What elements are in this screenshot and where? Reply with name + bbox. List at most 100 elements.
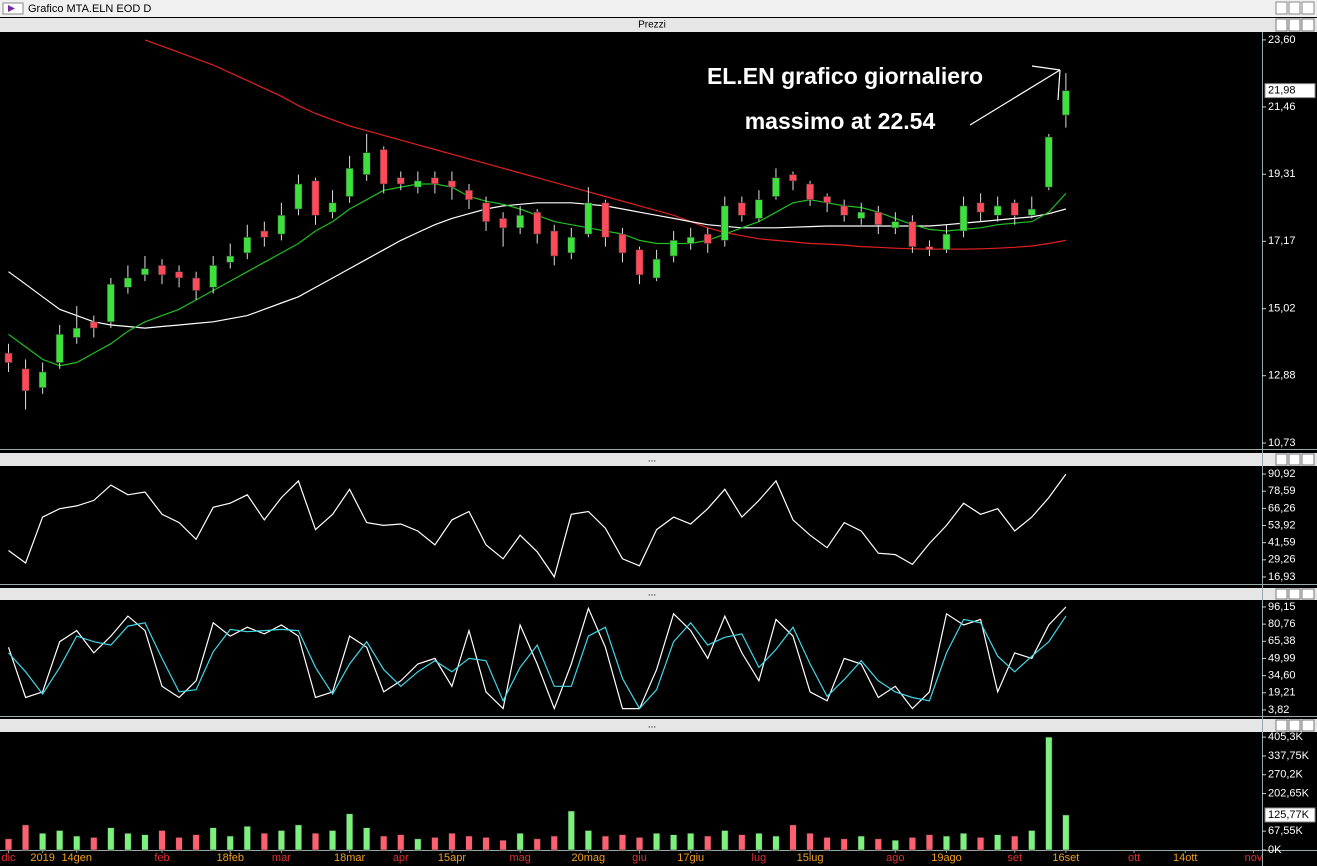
panel-button[interactable] [1275, 18, 1288, 32]
candle-body [908, 221, 917, 247]
volume-bar [516, 833, 524, 851]
candle-body [652, 258, 661, 279]
volume-bar [243, 826, 251, 851]
candle-body [499, 218, 507, 229]
candle-body [993, 205, 1002, 216]
x-tick-label: 19ago [931, 852, 962, 864]
y-tick-label: 78,59 [1268, 485, 1296, 497]
volume-bar [277, 830, 285, 851]
volume-bar [960, 833, 968, 851]
candle-body [1027, 208, 1036, 216]
x-tick-label: ott [1128, 852, 1140, 864]
candle-body [891, 221, 900, 229]
panel-button[interactable] [1301, 588, 1315, 600]
panel-button[interactable] [1288, 453, 1301, 466]
volume-bar [175, 837, 183, 851]
panel-button[interactable] [1301, 18, 1315, 32]
close-button[interactable] [1301, 1, 1315, 15]
volume-bar [977, 837, 985, 851]
candle-body [448, 180, 456, 188]
window-title: Grafico MTA.ELN EOD D [28, 3, 151, 15]
x-tick-label: 18feb [216, 852, 244, 864]
volume-bar [346, 813, 354, 851]
candle-body [1061, 90, 1070, 116]
panel-handle[interactable]: ... [648, 454, 656, 465]
candle-body [482, 202, 490, 222]
panel-button[interactable] [1288, 18, 1301, 32]
panel-handle[interactable]: ... [648, 588, 656, 599]
volume-bar [141, 834, 149, 851]
arrow-line [1031, 65, 1061, 71]
annotation: EL.EN grafico giornaliero [707, 63, 983, 89]
last-value-label: 21,98 [1268, 85, 1296, 97]
x-tick-label: lug [752, 852, 767, 864]
annotation-arrow [969, 65, 1061, 126]
volume-bar [482, 837, 490, 851]
candle-body [345, 168, 354, 197]
candle-body [789, 174, 797, 182]
y-tick-label: 96,15 [1268, 601, 1296, 613]
y-tick-label: 202,65K [1268, 787, 1310, 799]
panel-button[interactable] [1275, 453, 1288, 466]
y-tick-label: 405,3K [1268, 731, 1304, 743]
volume-bar [1045, 736, 1053, 851]
volume-bar [840, 838, 848, 851]
volume-bar [73, 835, 81, 851]
volume-bar [874, 838, 882, 851]
panel-button[interactable] [1288, 719, 1301, 732]
y-tick-label: 41,59 [1268, 537, 1296, 549]
candle-body [772, 177, 780, 197]
volume-bar [891, 840, 899, 851]
volume-bar [721, 830, 729, 851]
y-tick-label: 19,31 [1268, 168, 1296, 180]
volume-bar [192, 834, 200, 851]
y-tick-label: 3,82 [1268, 704, 1289, 716]
volume-bar [925, 834, 933, 851]
volume-bar [806, 833, 814, 851]
panel-button[interactable] [1301, 453, 1315, 466]
y-tick-label: 19,21 [1268, 687, 1296, 699]
volume-bar [5, 838, 13, 851]
volume-bar [857, 835, 865, 851]
volume-bar [56, 830, 64, 851]
maximize-button[interactable] [1288, 1, 1301, 15]
candle-body [959, 205, 968, 232]
candle-body [124, 277, 132, 288]
x-tick-label: 14gen [61, 852, 92, 864]
candle-body [413, 180, 422, 188]
panel-handle[interactable]: ... [648, 720, 656, 731]
volume-bar [294, 824, 302, 851]
volume-bar [414, 838, 422, 851]
candle-body [465, 189, 473, 200]
volume-bar [312, 833, 319, 851]
x-tick-label: 14ott [1173, 852, 1197, 864]
panel-button[interactable] [1275, 719, 1288, 732]
candle-body [106, 283, 115, 323]
candle-body [584, 202, 593, 235]
panel-frames [0, 32, 1317, 866]
x-tick-label: dic [1, 852, 16, 864]
panel-button[interactable] [1288, 588, 1301, 600]
arrow-line [969, 69, 1061, 126]
candle-body [243, 236, 252, 254]
last-value-marker [1264, 807, 1316, 823]
candle-body [823, 196, 832, 204]
x-tick-label: feb [154, 852, 169, 864]
y-tick-label: 67,55K [1268, 825, 1304, 837]
minimize-button[interactable] [1275, 1, 1288, 15]
volume-bar [22, 824, 30, 851]
x-tick-label: 15apr [438, 852, 466, 864]
candle-body [686, 236, 695, 244]
volume-bar [908, 837, 916, 851]
volume-bar [329, 830, 337, 851]
x-tick-label: 18mar [334, 852, 366, 864]
volume-bar [670, 834, 678, 851]
panel-button[interactable] [1301, 719, 1315, 732]
y-tick-label: 65,38 [1268, 635, 1296, 647]
volume-bar [1028, 830, 1036, 851]
volume-bar [636, 837, 644, 851]
candle-body [277, 215, 286, 235]
panel-button[interactable] [1275, 588, 1288, 600]
last-value-marker [1264, 83, 1316, 99]
panel-header [0, 588, 1317, 600]
